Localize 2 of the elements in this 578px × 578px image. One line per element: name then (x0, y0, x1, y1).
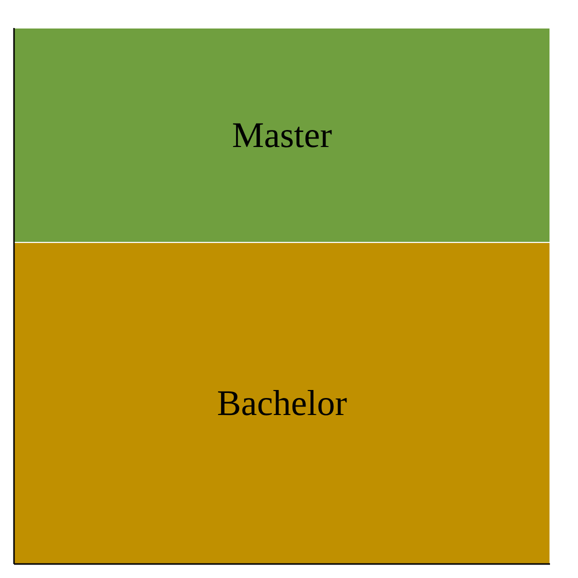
series-label: Master (232, 115, 332, 156)
series-label: Bachelor (217, 383, 347, 424)
